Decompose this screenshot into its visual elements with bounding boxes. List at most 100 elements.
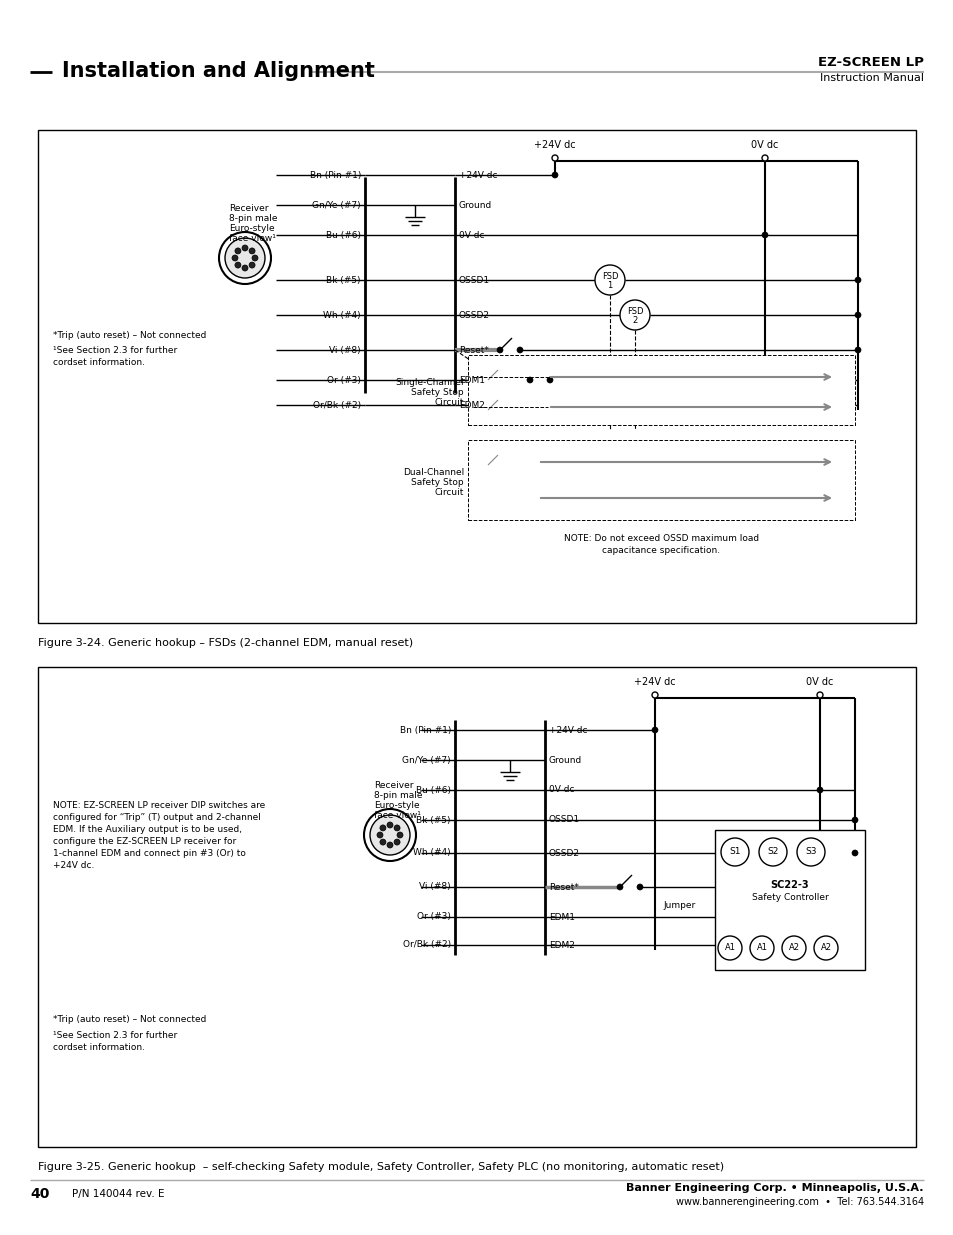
Text: configured for “Trip” (T) output and 2-channel: configured for “Trip” (T) output and 2-c… (53, 813, 260, 821)
Text: S1: S1 (728, 847, 740, 857)
Text: cordset information.: cordset information. (53, 357, 145, 367)
Text: 40: 40 (30, 1187, 50, 1200)
Circle shape (796, 839, 824, 866)
Circle shape (234, 262, 241, 268)
Circle shape (526, 377, 533, 383)
Circle shape (759, 839, 786, 866)
Circle shape (761, 156, 767, 161)
Circle shape (749, 936, 773, 960)
Text: Safety Stop: Safety Stop (411, 478, 463, 487)
Circle shape (234, 248, 241, 254)
Text: SC22-3: SC22-3 (770, 881, 808, 890)
Bar (468, 440, 854, 520)
Text: OSSD1: OSSD1 (548, 815, 579, 825)
Circle shape (497, 347, 502, 353)
Text: Reset*: Reset* (548, 883, 578, 892)
Text: Wh (#4): Wh (#4) (323, 310, 360, 320)
Circle shape (781, 936, 805, 960)
Text: ¹See Section 2.3 for further: ¹See Section 2.3 for further (53, 1030, 177, 1040)
Circle shape (761, 232, 767, 238)
Text: cordset information.: cordset information. (53, 1042, 145, 1051)
Text: face view¹: face view¹ (229, 233, 275, 242)
Text: Installation and Alignment: Installation and Alignment (62, 61, 375, 82)
Text: Euro-style: Euro-style (229, 224, 274, 232)
Circle shape (219, 232, 271, 284)
Text: A2: A2 (820, 944, 831, 952)
Circle shape (396, 832, 402, 839)
Text: Dual-Channel: Dual-Channel (402, 468, 463, 477)
Text: +24V dc: +24V dc (548, 725, 587, 735)
Text: Vi (#8): Vi (#8) (419, 883, 451, 892)
Text: capacitance specification.: capacitance specification. (601, 546, 720, 555)
Circle shape (619, 300, 649, 330)
Text: Gn/Ye (#7): Gn/Ye (#7) (312, 200, 360, 210)
Circle shape (364, 809, 416, 861)
Circle shape (718, 936, 741, 960)
Circle shape (854, 347, 861, 353)
Circle shape (637, 884, 642, 890)
Circle shape (225, 238, 265, 278)
Text: Or/Bk (#2): Or/Bk (#2) (313, 400, 360, 410)
Circle shape (651, 727, 658, 734)
Circle shape (370, 815, 410, 855)
Circle shape (394, 839, 399, 845)
Circle shape (249, 262, 254, 268)
Text: 0V dc: 0V dc (805, 677, 833, 687)
Text: Safety Stop: Safety Stop (411, 388, 463, 396)
Circle shape (851, 818, 857, 823)
Text: Ground: Ground (458, 200, 492, 210)
Circle shape (651, 692, 658, 698)
Text: Euro-style: Euro-style (374, 800, 419, 809)
Text: Circuit: Circuit (435, 488, 463, 496)
Text: Bk (#5): Bk (#5) (326, 275, 360, 284)
Text: Bu (#6): Bu (#6) (416, 785, 451, 794)
Text: S3: S3 (804, 847, 816, 857)
Text: Circuit: Circuit (435, 398, 463, 406)
Text: Reset*: Reset* (458, 346, 488, 354)
Text: OSSD1: OSSD1 (458, 275, 490, 284)
Circle shape (552, 172, 558, 178)
Text: Single-Channel: Single-Channel (395, 378, 463, 387)
Text: Or/Bk (#2): Or/Bk (#2) (402, 941, 451, 950)
Text: EZ-SCREEN LP: EZ-SCREEN LP (818, 56, 923, 68)
Text: 0V dc: 0V dc (458, 231, 484, 240)
Circle shape (387, 842, 393, 848)
Text: Receiver: Receiver (374, 781, 413, 789)
Text: EDM. If the Auxiliary output is to be used,: EDM. If the Auxiliary output is to be us… (53, 825, 242, 834)
Circle shape (379, 825, 386, 831)
Text: Banner Engineering Corp. • Minneapolis, U.S.A.: Banner Engineering Corp. • Minneapolis, … (626, 1183, 923, 1193)
Text: Safety Controller: Safety Controller (751, 893, 827, 903)
Circle shape (232, 254, 237, 261)
Text: EDM2: EDM2 (548, 941, 575, 950)
Text: +24V dc: +24V dc (458, 170, 497, 179)
Text: Bn (Pin #1): Bn (Pin #1) (399, 725, 451, 735)
Text: Bu (#6): Bu (#6) (326, 231, 360, 240)
Circle shape (720, 839, 748, 866)
Text: EDM1: EDM1 (458, 375, 484, 384)
Circle shape (552, 156, 558, 161)
Text: 0V dc: 0V dc (751, 140, 778, 149)
Circle shape (854, 277, 861, 283)
Text: OSSD2: OSSD2 (548, 848, 579, 857)
Text: face view¹: face view¹ (374, 810, 420, 820)
Text: Figure 3-25. Generic hookup  – self-checking Safety module, Safety Controller, S: Figure 3-25. Generic hookup – self-check… (38, 1162, 723, 1172)
Text: +24V dc: +24V dc (634, 677, 675, 687)
Text: 2: 2 (632, 315, 637, 325)
Text: *Trip (auto reset) – Not connected: *Trip (auto reset) – Not connected (53, 1015, 206, 1025)
Circle shape (816, 787, 822, 793)
Bar (468, 354, 854, 425)
Text: ¹See Section 2.3 for further: ¹See Section 2.3 for further (53, 346, 177, 354)
Text: Vi (#8): Vi (#8) (329, 346, 360, 354)
Text: *Trip (auto reset) – Not connected: *Trip (auto reset) – Not connected (53, 331, 206, 340)
Circle shape (517, 347, 522, 353)
Text: Or (#3): Or (#3) (327, 375, 360, 384)
Text: www.bannerengineering.com  •  Tel: 763.544.3164: www.bannerengineering.com • Tel: 763.544… (675, 1197, 923, 1207)
Circle shape (813, 936, 837, 960)
Circle shape (376, 832, 382, 839)
Text: Gn/Ye (#7): Gn/Ye (#7) (402, 756, 451, 764)
Circle shape (851, 850, 857, 856)
Text: 8-pin male: 8-pin male (374, 790, 422, 799)
Circle shape (546, 377, 553, 383)
Text: Bk (#5): Bk (#5) (416, 815, 451, 825)
Text: 0V dc: 0V dc (548, 785, 574, 794)
